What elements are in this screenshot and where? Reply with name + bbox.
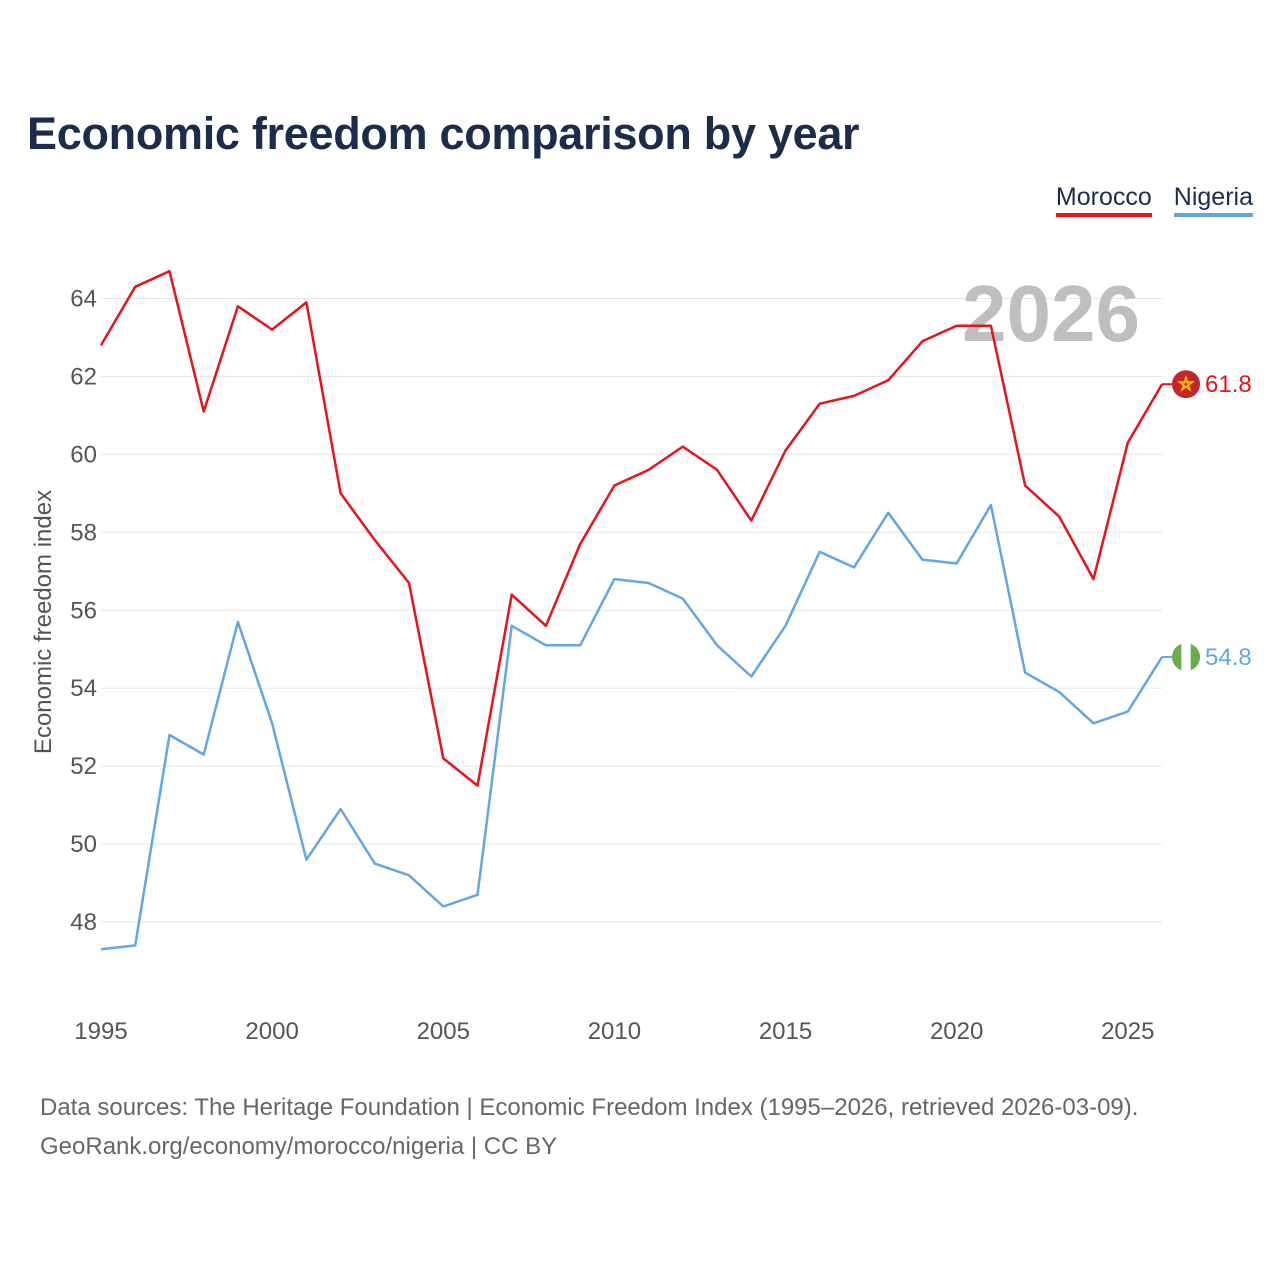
x-tick-label: 1995 bbox=[74, 1018, 127, 1045]
y-tick-label: 64 bbox=[70, 285, 97, 312]
morocco-flag-icon bbox=[1172, 370, 1200, 399]
y-tick-label: 50 bbox=[70, 831, 97, 858]
legend: Morocco Nigeria bbox=[1055, 183, 1253, 217]
end-value-label-morocco: 61.8 bbox=[1205, 371, 1252, 398]
y-axis-title: Economic freedom index bbox=[30, 490, 57, 754]
footer-sources: Data sources: The Heritage Foundation | … bbox=[40, 1094, 1139, 1121]
footer-credit[interactable]: GeoRank.org/economy/morocco/nigeria | CC… bbox=[40, 1133, 558, 1160]
y-tick-label: 54 bbox=[70, 675, 97, 702]
series-end-labels: 61.8 54.8 bbox=[1162, 370, 1252, 672]
y-tick-label: 56 bbox=[70, 597, 97, 624]
end-value-label-nigeria: 54.8 bbox=[1205, 644, 1252, 671]
nigeria-flag-icon bbox=[1172, 643, 1200, 672]
grid-lines bbox=[101, 297, 1162, 923]
x-tick-label: 2015 bbox=[759, 1018, 812, 1045]
x-axis-ticks: 1995 2000 2005 2010 2015 2020 2025 bbox=[74, 1018, 1154, 1045]
x-tick-label: 2000 bbox=[245, 1018, 298, 1045]
y-tick-label: 60 bbox=[70, 441, 97, 468]
x-tick-label: 2025 bbox=[1101, 1018, 1154, 1045]
y-tick-label: 52 bbox=[70, 753, 97, 780]
y-tick-label: 62 bbox=[70, 363, 97, 390]
x-tick-label: 2020 bbox=[930, 1018, 983, 1045]
series-line-nigeria[interactable] bbox=[100, 503, 1164, 951]
y-axis-ticks: 48 50 52 54 56 58 60 62 64 bbox=[70, 285, 97, 936]
legend-item-morocco[interactable]: Morocco bbox=[1055, 183, 1152, 217]
y-tick-label: 58 bbox=[70, 519, 97, 546]
legend-item-nigeria[interactable]: Nigeria bbox=[1173, 183, 1253, 217]
x-tick-label: 2005 bbox=[417, 1018, 470, 1045]
footer: Data sources: The Heritage Foundation | … bbox=[40, 1088, 1138, 1166]
series-line-morocco[interactable] bbox=[99, 269, 1164, 787]
y-tick-label: 48 bbox=[70, 909, 97, 936]
year-watermark: 2026 bbox=[962, 269, 1140, 358]
chart-title: Economic freedom comparison by year bbox=[27, 108, 860, 159]
x-tick-label: 2010 bbox=[588, 1018, 641, 1045]
series-lines bbox=[99, 269, 1164, 951]
